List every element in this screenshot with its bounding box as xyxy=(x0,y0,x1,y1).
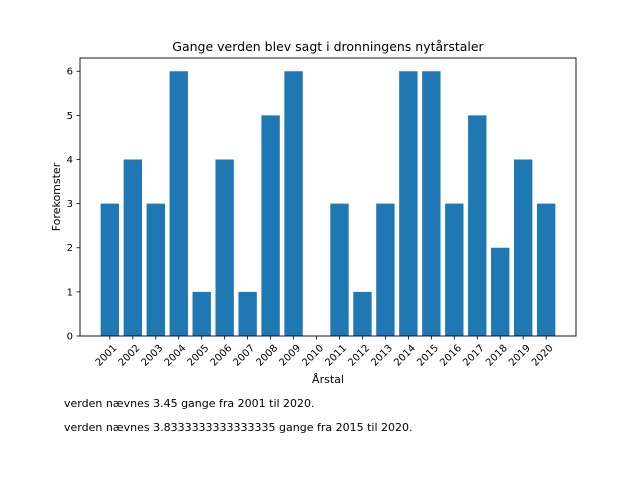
y-tick-label-2: 2 xyxy=(67,243,73,254)
y-tick-label-5: 5 xyxy=(67,111,73,122)
chart-title: Gange verden blev sagt i dronningens nyt… xyxy=(172,39,484,54)
y-tick-label-1: 1 xyxy=(67,287,73,298)
bar-2020 xyxy=(536,203,556,336)
x-tick-label-2005: 2005 xyxy=(186,343,212,369)
bar-2017 xyxy=(468,115,487,337)
bar-2003 xyxy=(146,203,165,336)
x-tick-label-2013: 2013 xyxy=(369,343,395,369)
bar-2008 xyxy=(261,115,280,337)
y-tick-label-3: 3 xyxy=(67,199,73,210)
y-tick-label-0: 0 xyxy=(67,332,73,343)
bar-2001 xyxy=(100,203,120,336)
y-tick-label-4: 4 xyxy=(67,155,73,166)
bar-2006 xyxy=(215,159,234,336)
x-axis-label: Årstal xyxy=(312,373,344,386)
summary-caption-overall: verden nævnes 3.45 gange fra 2001 til 20… xyxy=(64,397,315,410)
bar-2007 xyxy=(238,291,257,336)
summary-caption-recent: verden nævnes 3.8333333333333335 gange f… xyxy=(64,421,413,434)
x-tick-label-2006: 2006 xyxy=(209,343,235,369)
bar-2016 xyxy=(445,203,464,336)
x-tick-label-2016: 2016 xyxy=(438,343,464,369)
x-tick-label-2001: 2001 xyxy=(94,343,120,369)
x-tick-label-2014: 2014 xyxy=(392,343,418,369)
bar-2013 xyxy=(376,203,395,336)
x-tick-label-2010: 2010 xyxy=(300,343,326,369)
bar-2014 xyxy=(399,71,418,337)
bar-2018 xyxy=(491,247,510,336)
y-tick-label-6: 6 xyxy=(67,67,73,78)
bar-2019 xyxy=(514,159,533,336)
bar-2012 xyxy=(353,291,372,336)
x-tick-label-2011: 2011 xyxy=(323,343,349,369)
x-tick-label-2004: 2004 xyxy=(163,343,189,369)
x-tick-label-2012: 2012 xyxy=(346,343,372,369)
bar-2009 xyxy=(284,71,303,337)
bar-2011 xyxy=(330,203,349,336)
y-axis-label: Forekomster xyxy=(50,162,63,231)
plot-frame xyxy=(79,57,577,337)
x-tick-label-2020: 2020 xyxy=(530,343,556,369)
x-tick-label-2018: 2018 xyxy=(484,343,510,369)
bar-2015 xyxy=(422,71,441,337)
bar-2004 xyxy=(169,71,188,337)
x-tick-label-2002: 2002 xyxy=(117,343,143,369)
x-tick-label-2008: 2008 xyxy=(254,343,280,369)
x-tick-label-2007: 2007 xyxy=(232,343,258,369)
x-tick-label-2017: 2017 xyxy=(461,343,487,369)
x-tick-label-2019: 2019 xyxy=(507,343,533,369)
x-tick-label-2003: 2003 xyxy=(140,343,166,369)
x-tick-label-2015: 2015 xyxy=(415,343,441,369)
bar-2002 xyxy=(123,159,142,336)
bar-2005 xyxy=(192,291,211,336)
x-tick-label-2009: 2009 xyxy=(277,343,303,369)
